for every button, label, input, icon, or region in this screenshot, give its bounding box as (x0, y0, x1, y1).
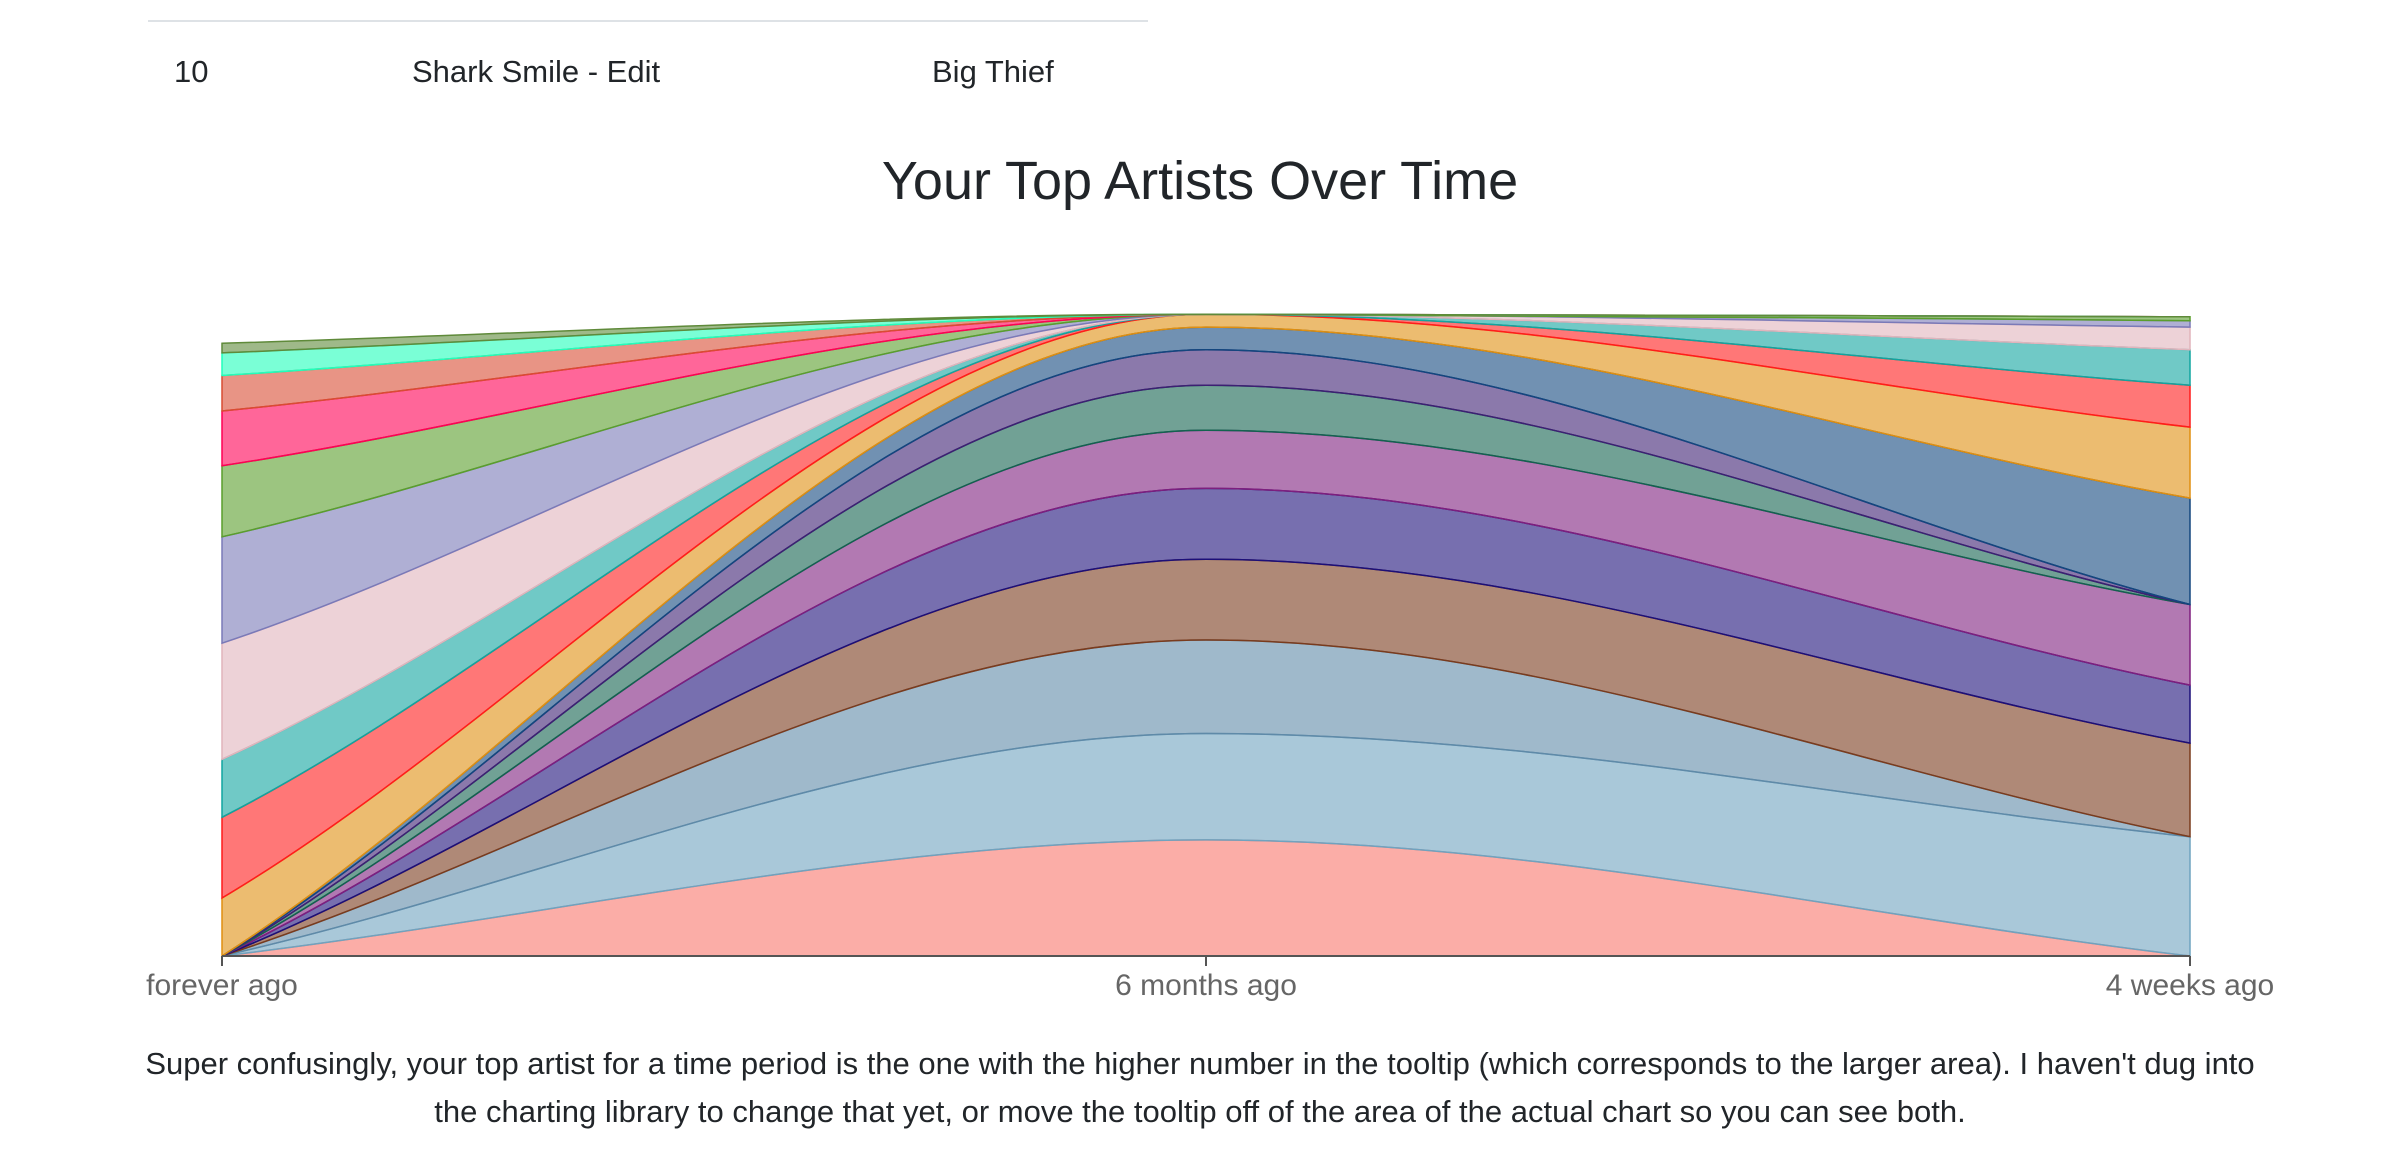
track-name: Shark Smile - Edit (412, 54, 661, 89)
track-rank: 10 (174, 54, 209, 89)
x-tick-label: 6 months ago (1115, 969, 1297, 1002)
x-tick-label: forever ago (146, 969, 298, 1002)
table-divider (148, 20, 1148, 22)
chart-caption: Super confusingly, your top artist for a… (145, 1046, 2255, 1129)
table-row: 10 Shark Smile - Edit Big Thief (148, 48, 1148, 96)
chart-title: Your Top Artists Over Time (881, 151, 1519, 211)
chart-areas (221, 313, 2191, 958)
area-series-19[interactable] (221, 313, 2191, 354)
x-tick-label: 4 weeks ago (2106, 969, 2274, 1002)
x-axis-ticks: forever ago 6 months ago 4 weeks ago (146, 956, 2274, 1002)
track-artist: Big Thief (932, 54, 1054, 89)
